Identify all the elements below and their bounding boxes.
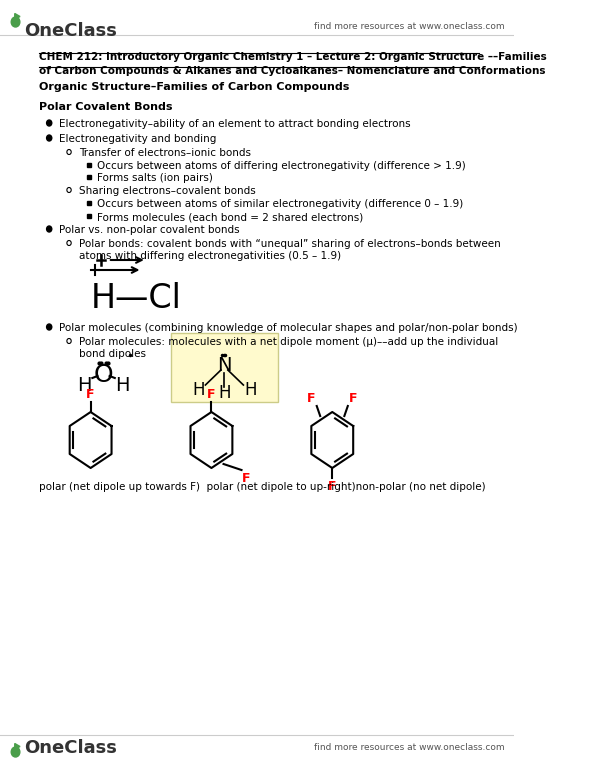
Text: Organic Structure–Families of Carbon Compounds: Organic Structure–Families of Carbon Com… xyxy=(39,82,349,92)
Circle shape xyxy=(11,17,20,27)
Text: H: H xyxy=(218,384,231,402)
Text: find more resources at www.oneclass.com: find more resources at www.oneclass.com xyxy=(314,22,505,31)
Text: find more resources at www.oneclass.com: find more resources at www.oneclass.com xyxy=(314,744,505,752)
Circle shape xyxy=(46,135,52,141)
Circle shape xyxy=(67,339,71,343)
Text: H—Cl: H—Cl xyxy=(90,282,181,315)
Text: Forms salts (ion pairs): Forms salts (ion pairs) xyxy=(96,173,212,183)
Text: N: N xyxy=(217,356,231,374)
Circle shape xyxy=(46,324,52,330)
Text: F: F xyxy=(349,391,357,404)
Circle shape xyxy=(67,149,71,155)
Text: CHEM 212: Introductory Organic Chemistry 1 – Lecture 2: Organic Structure ––Fami: CHEM 212: Introductory Organic Chemistry… xyxy=(39,52,547,62)
Text: Polar molecules: molecules with a net dipole moment (μ)––add up the individual: Polar molecules: molecules with a net di… xyxy=(79,337,499,347)
Text: Forms molecules (each bond = 2 shared electrons): Forms molecules (each bond = 2 shared el… xyxy=(96,212,363,222)
Text: Sharing electrons–covalent bonds: Sharing electrons–covalent bonds xyxy=(79,186,256,196)
Text: OneClass: OneClass xyxy=(24,22,117,40)
Text: H: H xyxy=(115,376,130,394)
Text: atoms with differing electronegativities (0.5 – 1.9): atoms with differing electronegativities… xyxy=(79,251,342,261)
Circle shape xyxy=(67,240,71,246)
Text: F: F xyxy=(86,387,95,400)
Text: Electronegativity–ability of an element to attract bonding electrons: Electronegativity–ability of an element … xyxy=(59,119,411,129)
Text: bond dipoles: bond dipoles xyxy=(79,349,146,359)
Circle shape xyxy=(46,120,52,126)
Text: H: H xyxy=(192,381,205,399)
Text: F: F xyxy=(242,471,250,484)
Text: Polar vs. non-polar covalent bonds: Polar vs. non-polar covalent bonds xyxy=(59,225,239,235)
Text: Occurs between atoms of similar electronegativity (difference 0 – 1.9): Occurs between atoms of similar electron… xyxy=(96,199,463,209)
Text: H: H xyxy=(77,376,92,394)
Text: Polar Covalent Bonds: Polar Covalent Bonds xyxy=(39,102,173,112)
Text: O: O xyxy=(94,363,114,387)
Text: Occurs between atoms of differing electronegativity (difference > 1.9): Occurs between atoms of differing electr… xyxy=(96,161,465,171)
Text: F: F xyxy=(328,480,337,493)
FancyBboxPatch shape xyxy=(171,333,278,402)
Text: of Carbon Compounds & Alkanes and Cycloalkanes– Nomenclature and Conformations: of Carbon Compounds & Alkanes and Cycloa… xyxy=(39,66,546,76)
Text: OneClass: OneClass xyxy=(24,739,117,757)
Text: Transfer of electrons–ionic bonds: Transfer of electrons–ionic bonds xyxy=(79,148,252,158)
Bar xyxy=(87,214,90,218)
Bar xyxy=(87,163,90,167)
Text: Polar bonds: covalent bonds with “unequal” sharing of electrons–bonds between: Polar bonds: covalent bonds with “unequa… xyxy=(79,239,501,249)
Circle shape xyxy=(46,226,52,232)
Text: Polar molecules (combining knowledge of molecular shapes and polar/non-polar bon: Polar molecules (combining knowledge of … xyxy=(59,323,517,333)
Text: Electronegativity and bonding: Electronegativity and bonding xyxy=(59,134,216,144)
Text: H: H xyxy=(244,381,256,399)
Bar xyxy=(87,175,90,179)
Bar xyxy=(87,201,90,205)
Circle shape xyxy=(67,188,71,192)
Text: polar (net dipole up towards F)  polar (net dipole to up-right)non-polar (no net: polar (net dipole up towards F) polar (n… xyxy=(39,482,486,492)
Circle shape xyxy=(11,747,20,757)
Text: F: F xyxy=(307,391,316,404)
Text: F: F xyxy=(207,387,216,400)
